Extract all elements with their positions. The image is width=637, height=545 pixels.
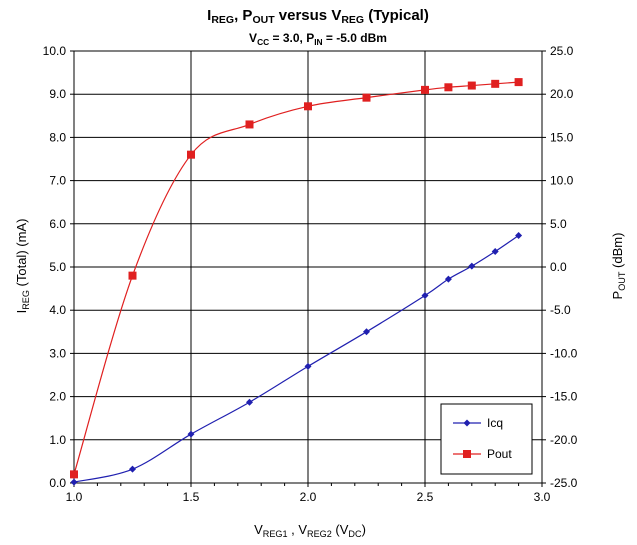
label-part: (Total) (mA) — [14, 219, 29, 291]
data-point-icq — [187, 430, 195, 438]
data-point-icq — [246, 398, 253, 406]
y-right-tick-label: 5.0 — [550, 217, 567, 231]
label-part: , V — [288, 522, 308, 537]
data-point-icq — [421, 292, 429, 300]
legend-entry-pout: Pout — [487, 447, 512, 461]
data-point-pout — [444, 83, 453, 92]
label-part: V — [254, 522, 263, 537]
label-part: REG — [211, 14, 234, 26]
data-point-pout — [467, 81, 476, 90]
label-part: I — [14, 310, 29, 314]
label-part: REG — [21, 290, 31, 310]
data-point-pout — [362, 93, 371, 102]
label-part: versus V — [275, 7, 342, 24]
y-left-tick-label: 2.0 — [49, 390, 66, 404]
data-point-pout — [491, 79, 500, 88]
series-icq — [70, 231, 523, 486]
y-right-tick-label: 25.0 — [550, 44, 574, 58]
label-part: REG1 — [263, 529, 288, 539]
label-part: OUT — [617, 271, 627, 291]
x-axis: 1.0 1.5 2.0 2.5 3.0 — [66, 483, 551, 504]
data-point-icq — [304, 362, 312, 370]
y-right-tick-label: 10.0 — [550, 174, 574, 188]
y-right-tick-label: 0.0 — [550, 260, 567, 274]
y-axis-right-label: POUT (dBm) — [610, 233, 627, 300]
data-point-icq — [468, 262, 476, 270]
x-tick-label: 3.0 — [534, 490, 551, 504]
y-left-tick-label: 9.0 — [49, 87, 66, 101]
data-point-pout — [187, 150, 195, 159]
series-pout — [70, 78, 523, 479]
label-part: , P — [234, 7, 252, 24]
label-part: DC — [348, 529, 362, 539]
x-tick-label: 1.0 — [66, 490, 83, 504]
y-right-tick-label: 20.0 — [550, 87, 574, 101]
data-point-icq — [444, 275, 452, 283]
label-part: REG2 — [307, 529, 332, 539]
label-part: CC — [257, 37, 269, 47]
y-right-tick-label: -25.0 — [550, 476, 578, 490]
y-right-tick-label: -5.0 — [550, 303, 571, 317]
label-part: OUT — [252, 14, 275, 26]
data-point-icq — [363, 328, 370, 336]
legend-entry-icq: Icq — [487, 416, 503, 430]
x-tick-label: 2.5 — [417, 490, 434, 504]
y-axis-left: 0.0 1.0 2.0 3.0 4.0 5.0 6.0 7.0 8.0 9.0 10.0 — [43, 44, 74, 490]
label-part: P — [610, 291, 625, 300]
data-point-pout — [421, 85, 429, 94]
label-part: (V — [332, 522, 349, 537]
legend-pout-marker — [463, 450, 471, 458]
y-right-tick-label: 15.0 — [550, 130, 574, 144]
label-part: = -5.0 dBm — [323, 31, 387, 45]
y-left-tick-label: 7.0 — [49, 174, 66, 188]
y-left-tick-label: 1.0 — [49, 433, 66, 447]
y-right-tick-label: -10.0 — [550, 346, 578, 360]
series-layer — [70, 78, 523, 486]
y-left-tick-label: 10.0 — [43, 44, 67, 58]
y-right-tick-label: -15.0 — [550, 390, 578, 404]
series-line-icq — [73, 234, 519, 483]
data-point-icq — [129, 465, 136, 473]
data-point-pout — [304, 102, 312, 111]
x-tick-label: 2.0 — [300, 490, 317, 504]
data-point-pout — [128, 271, 137, 280]
legend-box — [440, 403, 533, 475]
legend-icq-marker — [463, 419, 471, 427]
label-part: (Typical) — [364, 7, 429, 24]
data-point-pout — [245, 120, 254, 129]
y-left-tick-label: 5.0 — [49, 260, 66, 274]
label-part: (dBm) — [610, 233, 625, 272]
data-point-icq — [70, 478, 78, 486]
y-left-tick-label: 3.0 — [49, 346, 66, 360]
label-part: V — [249, 31, 257, 45]
data-point-pout — [514, 78, 523, 87]
data-point-icq — [515, 231, 523, 239]
x-axis-label: VREG1 , VREG2 (VDC) — [254, 522, 366, 539]
label-part: IN — [314, 37, 322, 47]
chart-title: IREG, POUT versus VREG (Typical) — [207, 7, 429, 26]
data-point-pout — [70, 470, 78, 479]
chart-subtitle: VCC = 3.0, PIN = -5.0 dBm — [249, 31, 387, 47]
y-axis-left-label: IREG (Total) (mA) — [14, 219, 31, 314]
label-part: I — [207, 7, 211, 24]
y-left-tick-label: 8.0 — [49, 130, 66, 144]
label-part: REG — [341, 14, 364, 26]
label-part: ) — [362, 522, 366, 537]
label-part: = 3.0, P — [269, 31, 314, 45]
y-axis-right: -25.0 -20.0 -15.0 -10.0 -5.0 0.0 5.0 10.0 15.0 20… — [542, 44, 578, 490]
y-left-tick-label: 6.0 — [49, 217, 66, 231]
legend: Icq Pout — [440, 403, 533, 475]
y-left-tick-label: 0.0 — [49, 476, 66, 490]
x-tick-label: 1.5 — [183, 490, 200, 504]
data-point-icq — [491, 247, 499, 255]
y-right-tick-label: -20.0 — [550, 433, 578, 447]
y-left-tick-label: 4.0 — [49, 303, 66, 317]
